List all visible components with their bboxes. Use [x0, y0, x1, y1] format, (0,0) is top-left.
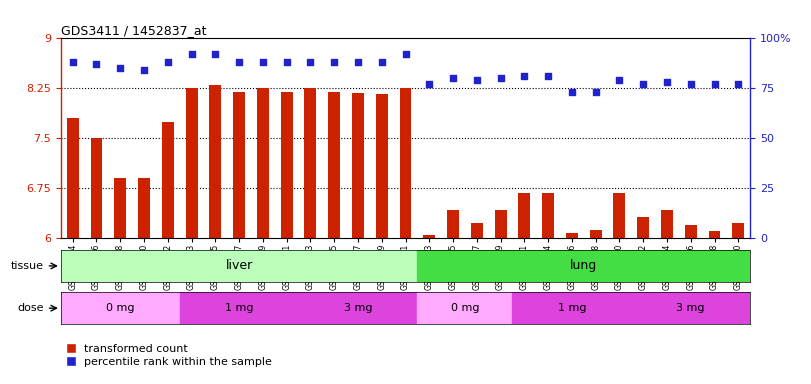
- Bar: [114, 178, 127, 238]
- Bar: [328, 92, 340, 238]
- Text: 3 mg: 3 mg: [344, 303, 372, 313]
- Point: [138, 67, 151, 73]
- Legend: transformed count, percentile rank within the sample: transformed count, percentile rank withi…: [67, 343, 272, 367]
- Point: [351, 59, 364, 65]
- Point: [328, 59, 341, 65]
- Point: [494, 75, 507, 81]
- Point: [613, 77, 626, 83]
- Bar: [257, 88, 268, 238]
- Bar: [447, 210, 459, 238]
- Bar: [613, 194, 625, 238]
- Bar: [61, 292, 180, 324]
- Point: [732, 81, 744, 88]
- Bar: [418, 292, 513, 324]
- Point: [375, 59, 388, 65]
- Text: liver: liver: [225, 260, 253, 272]
- Point: [708, 81, 721, 88]
- Bar: [684, 225, 697, 238]
- Bar: [513, 292, 631, 324]
- Bar: [180, 292, 298, 324]
- Bar: [162, 122, 174, 238]
- Bar: [138, 178, 150, 238]
- Point: [447, 75, 460, 81]
- Bar: [566, 233, 577, 238]
- Bar: [637, 217, 649, 238]
- Bar: [352, 93, 364, 238]
- Bar: [298, 292, 418, 324]
- Text: GDS3411 / 1452837_at: GDS3411 / 1452837_at: [61, 24, 206, 37]
- Point: [256, 59, 269, 65]
- Bar: [91, 138, 102, 238]
- Point: [280, 59, 293, 65]
- Text: 1 mg: 1 mg: [225, 303, 253, 313]
- Point: [304, 59, 317, 65]
- Point: [90, 61, 103, 68]
- Point: [589, 89, 602, 95]
- Bar: [590, 230, 602, 238]
- Point: [114, 65, 127, 71]
- Point: [637, 81, 650, 88]
- Point: [423, 81, 436, 88]
- Bar: [209, 85, 221, 238]
- Bar: [186, 88, 198, 238]
- Point: [161, 59, 174, 65]
- Bar: [418, 250, 750, 282]
- Point: [518, 73, 531, 79]
- Point: [185, 51, 198, 58]
- Bar: [518, 194, 530, 238]
- Bar: [234, 92, 245, 238]
- Text: 0 mg: 0 mg: [451, 303, 479, 313]
- Point: [470, 77, 483, 83]
- Text: dose: dose: [18, 303, 44, 313]
- Point: [565, 89, 578, 95]
- Bar: [732, 223, 744, 238]
- Bar: [661, 210, 673, 238]
- Point: [684, 81, 697, 88]
- Text: lung: lung: [570, 260, 598, 272]
- Point: [209, 51, 222, 58]
- Bar: [631, 292, 750, 324]
- Bar: [304, 88, 316, 238]
- Bar: [471, 223, 483, 238]
- Text: 1 mg: 1 mg: [558, 303, 586, 313]
- Text: 0 mg: 0 mg: [106, 303, 135, 313]
- Bar: [543, 194, 554, 238]
- Bar: [400, 88, 411, 238]
- Bar: [495, 210, 507, 238]
- Point: [660, 79, 673, 85]
- Bar: [67, 118, 79, 238]
- Bar: [709, 232, 720, 238]
- Bar: [281, 92, 293, 238]
- Point: [67, 59, 79, 65]
- Bar: [375, 94, 388, 238]
- Text: tissue: tissue: [11, 261, 44, 271]
- Bar: [423, 235, 436, 238]
- Text: 3 mg: 3 mg: [676, 303, 705, 313]
- Bar: [61, 250, 418, 282]
- Point: [399, 51, 412, 58]
- Point: [542, 73, 555, 79]
- Point: [233, 59, 246, 65]
